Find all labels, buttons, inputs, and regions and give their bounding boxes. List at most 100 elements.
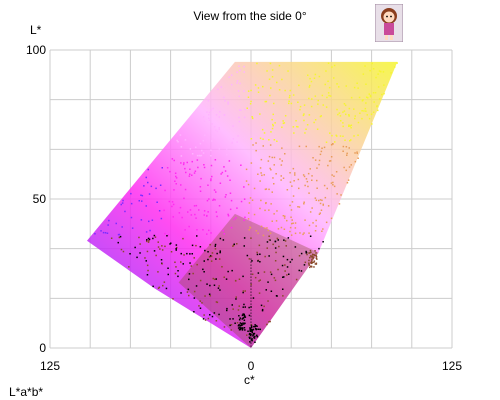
scatter-point xyxy=(354,115,356,117)
scatter-point xyxy=(255,230,258,232)
scatter-point xyxy=(249,103,252,105)
scatter-point xyxy=(276,210,278,212)
scatter-point xyxy=(362,99,364,101)
scatter-point xyxy=(303,175,306,178)
cluster-point xyxy=(240,327,243,329)
scatter-point xyxy=(267,229,269,232)
scatter-point xyxy=(195,217,197,219)
scatter-point xyxy=(350,139,352,141)
scatter-point xyxy=(147,269,149,272)
scatter-point xyxy=(208,114,210,116)
scatter-point xyxy=(380,70,382,73)
scatter-point xyxy=(373,101,375,103)
cluster-point xyxy=(313,266,315,268)
scatter-point xyxy=(176,139,178,142)
cluster-point xyxy=(241,318,243,320)
scatter-point xyxy=(239,69,241,72)
scatter-point xyxy=(316,187,318,189)
scatter-point xyxy=(224,170,227,172)
scatter-point xyxy=(322,228,324,230)
cluster-point xyxy=(315,252,317,254)
scatter-point xyxy=(155,187,157,190)
scatter-point xyxy=(271,76,274,78)
scatter-point xyxy=(220,86,223,88)
cluster-point xyxy=(311,261,314,264)
scatter-point xyxy=(215,320,218,322)
cluster-point xyxy=(310,256,313,258)
x-tick-label: 0 xyxy=(248,359,255,373)
scatter-point xyxy=(176,246,178,249)
scatter-point xyxy=(318,159,321,162)
scatter-point xyxy=(94,233,96,235)
scatter-point xyxy=(228,160,231,162)
scatter-point xyxy=(226,153,228,156)
scatter-point xyxy=(154,236,157,238)
scatter-point xyxy=(273,183,275,185)
scatter-point xyxy=(157,271,159,273)
scatter-point xyxy=(296,125,298,128)
scatter-point xyxy=(274,247,277,249)
scatter-point xyxy=(243,303,245,306)
scatter-point xyxy=(172,203,175,206)
scatter-point xyxy=(286,219,288,222)
scatter-point xyxy=(348,166,351,168)
scatter-point xyxy=(383,92,385,95)
cluster-point xyxy=(242,314,244,316)
scatter-point xyxy=(265,188,268,190)
scatter-point xyxy=(174,272,177,275)
scatter-point xyxy=(290,234,293,236)
scatter-point xyxy=(208,293,211,295)
scatter-point xyxy=(307,172,310,175)
scatter-point xyxy=(186,252,188,255)
scatter-point xyxy=(203,120,206,122)
scatter-point xyxy=(251,117,254,120)
scatter-point xyxy=(215,301,218,303)
scatter-point xyxy=(282,276,284,278)
scatter-point xyxy=(188,273,191,275)
scatter-point xyxy=(193,257,195,259)
scatter-point xyxy=(268,78,271,80)
scatter-point xyxy=(243,198,246,200)
scatter-point xyxy=(173,159,175,162)
scatter-point xyxy=(230,324,233,326)
scatter-point xyxy=(343,110,346,112)
scatter-point xyxy=(256,253,259,256)
scatter-point xyxy=(255,142,257,144)
cluster-point xyxy=(256,336,259,338)
scatter-point xyxy=(243,237,246,239)
scatter-point xyxy=(348,107,351,110)
scatter-point xyxy=(329,160,332,162)
scatter-point xyxy=(244,290,246,292)
scatter-point xyxy=(330,144,333,146)
scatter-point xyxy=(289,89,292,92)
scatter-point xyxy=(383,84,385,86)
scatter-point xyxy=(134,246,136,249)
scatter-point xyxy=(231,142,233,144)
scatter-point xyxy=(345,146,348,148)
scatter-point xyxy=(138,236,140,239)
scatter-point xyxy=(250,237,252,239)
scatter-point xyxy=(284,215,286,217)
scatter-point xyxy=(348,147,350,149)
scatter-point xyxy=(311,179,313,181)
cluster-point xyxy=(243,316,246,318)
scatter-point xyxy=(227,103,229,105)
scatter-point xyxy=(119,235,122,238)
scatter-point xyxy=(251,273,254,275)
scatter-point xyxy=(227,101,229,103)
scatter-point xyxy=(291,201,294,203)
scatter-point xyxy=(336,108,338,111)
cluster-point xyxy=(241,324,244,326)
scatter-point xyxy=(345,85,347,87)
scatter-point xyxy=(223,96,225,99)
scatter-point xyxy=(255,328,257,330)
scatter-point xyxy=(340,194,342,196)
cluster-point xyxy=(248,336,251,339)
scatter-point xyxy=(232,138,235,140)
scatter-point xyxy=(299,108,301,111)
scatter-point xyxy=(321,94,324,97)
scatter-point xyxy=(243,90,245,92)
scatter-point xyxy=(322,203,324,206)
scatter-point xyxy=(208,229,210,232)
